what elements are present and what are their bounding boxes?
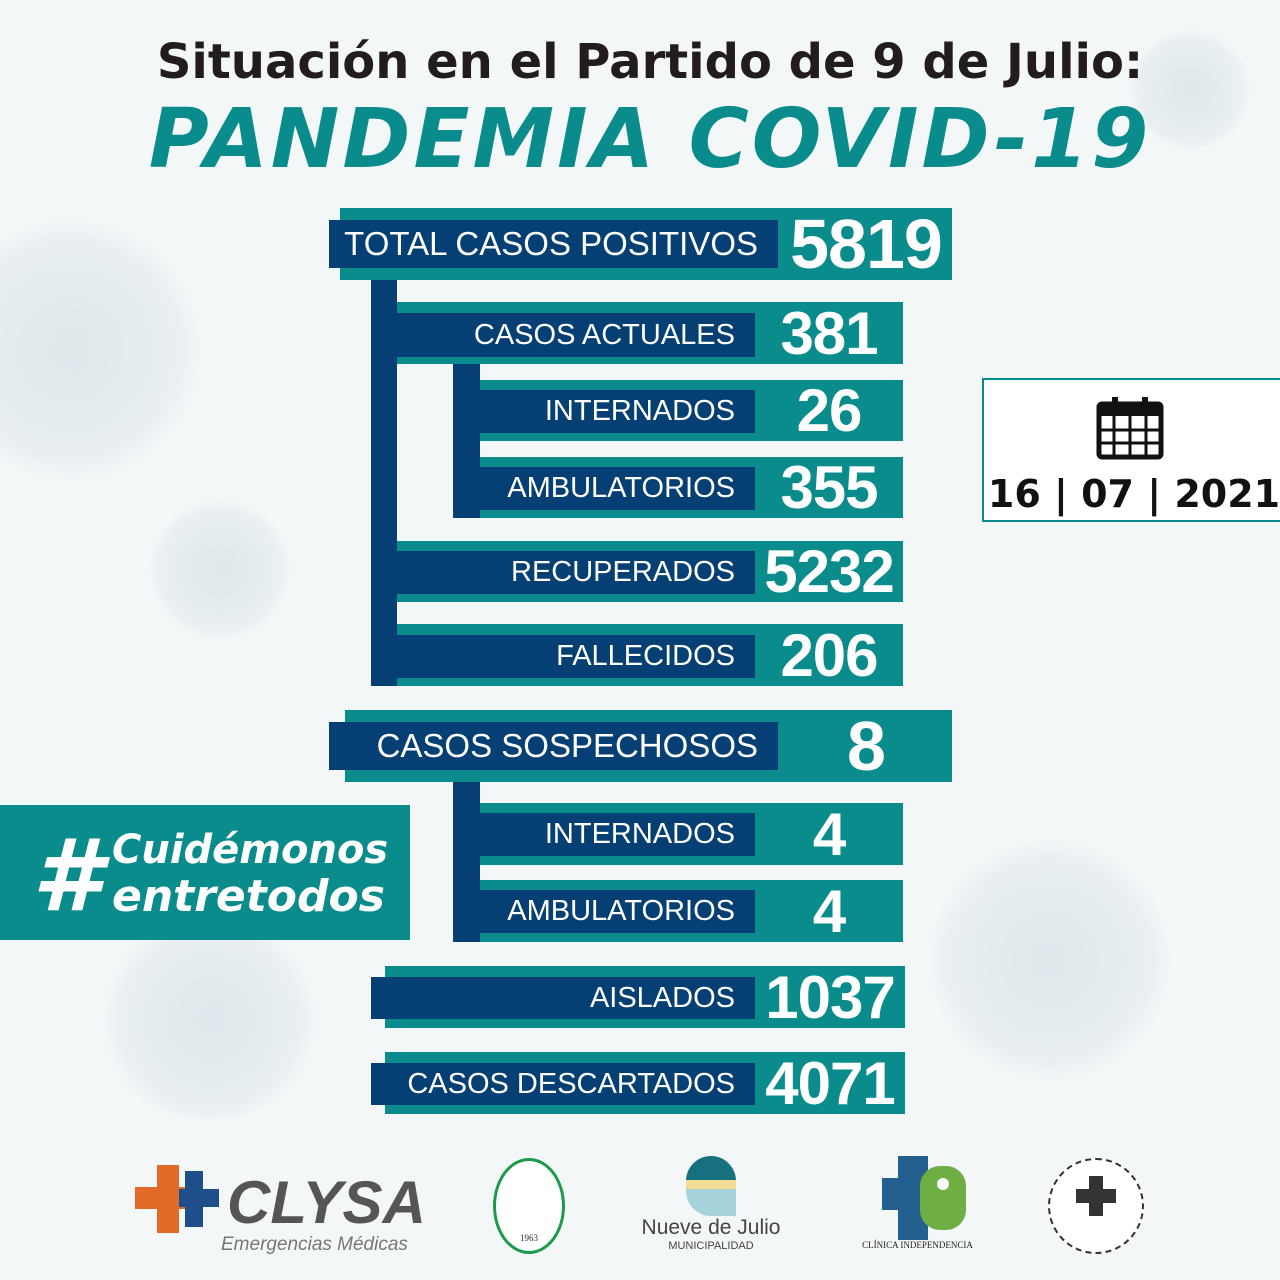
clysa-logo: CLYSA Emergencias Médicas [135, 1160, 426, 1260]
value: 26 [796, 377, 863, 444]
virus-decoration [100, 920, 320, 1120]
date-text: 16 | 07 | 2021 [987, 472, 1280, 516]
label: FALLECIDOS [371, 635, 755, 678]
value: 355 [780, 454, 878, 521]
virus-decoration [150, 500, 290, 640]
label: CASOS DESCARTADOS [371, 1063, 755, 1105]
hashtag-line2: entretodos [112, 871, 385, 922]
hashtag-banner: # Cuidémonos entretodos [0, 805, 410, 940]
clinica-independencia-logo: CLÍNICA INDEPENDENCIA [855, 1156, 980, 1256]
municipalidad-logo: Nueve de Julio MUNICIPALIDAD [636, 1156, 786, 1256]
label: INTERNADOS [480, 390, 755, 433]
value: 4 [812, 800, 846, 868]
value: 206 [780, 621, 878, 689]
label: AMBULATORIOS [453, 467, 755, 510]
value: 4 [812, 877, 846, 945]
label: TOTAL CASOS POSITIVOS [329, 220, 778, 268]
label: AMBULATORIOS [453, 890, 755, 933]
label: INTERNADOS [480, 813, 755, 856]
header-title: Situación en el Partido de 9 de Julio: [156, 34, 1144, 90]
virus-decoration [1130, 30, 1250, 150]
value: 4071 [765, 1049, 895, 1117]
value: 8 [847, 707, 886, 785]
value: 5232 [764, 538, 894, 605]
label: CASOS ACTUALES [397, 313, 755, 357]
value: 1037 [765, 963, 895, 1031]
value: 381 [780, 299, 878, 367]
calendar-icon [1096, 397, 1164, 460]
hashtag-line1: Cuidémonos [112, 827, 389, 873]
label: CASOS SOSPECHOSOS [329, 722, 778, 770]
date-box: 16 | 07 | 2021 [982, 378, 1280, 522]
header-subtitle: PANDEMIA COVID-19 [148, 92, 1152, 187]
association-seal-logo [1048, 1158, 1144, 1254]
value: 5819 [790, 205, 943, 283]
tree-connector [371, 260, 397, 686]
circulo-medico-logo: 1963 [493, 1158, 565, 1254]
hash-symbol: # [32, 817, 102, 934]
label: AISLADOS [371, 977, 755, 1019]
virus-decoration [0, 220, 200, 480]
virus-decoration [930, 840, 1170, 1080]
label: RECUPERADOS [397, 551, 755, 594]
